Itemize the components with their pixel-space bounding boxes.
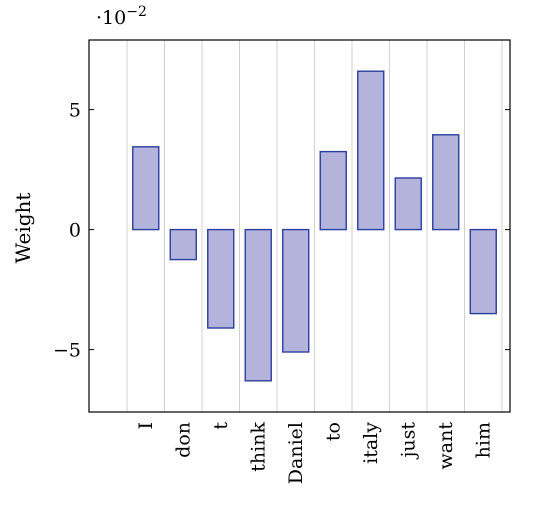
bar-want (432, 134, 460, 231)
y-tick-label: 0 (69, 220, 81, 242)
y-axis-label: Weight (11, 193, 35, 264)
y-axis-multiplier-exponent: −2 (126, 4, 147, 20)
bars (132, 70, 497, 382)
x-tick-label-him: him (472, 422, 494, 458)
bar-i (132, 146, 160, 231)
plot-frame (88, 39, 511, 413)
y-tick-label: 5 (69, 100, 81, 122)
bar-him (469, 228, 497, 315)
x-tick-label-i: I (135, 422, 157, 430)
bar-daniel (282, 228, 310, 353)
x-tick-label-italy: italy (360, 422, 382, 464)
x-tick-label-to: to (322, 422, 344, 441)
x-tick-label-t: t (210, 422, 232, 430)
bar-just (394, 177, 422, 231)
x-tick-label-want: want (435, 422, 457, 470)
grid-lines (126, 40, 503, 412)
y-axis-multiplier-base: ·10 (96, 7, 126, 29)
x-tick-label-just: just (397, 422, 419, 460)
bar-to (319, 150, 347, 231)
bar-italy (357, 70, 385, 231)
x-tick-label-don: don (172, 422, 194, 458)
y-axis-ticks: −5 0 5 (53, 100, 510, 362)
x-tick-label-think: think (247, 422, 269, 472)
bar-don (169, 228, 197, 261)
bar-think (244, 228, 272, 382)
x-tick-label-daniel: Daniel (285, 422, 307, 484)
y-tick-label: −5 (53, 340, 81, 362)
bar-t (207, 228, 235, 329)
y-axis-multiplier: ·10−2 (96, 4, 147, 29)
